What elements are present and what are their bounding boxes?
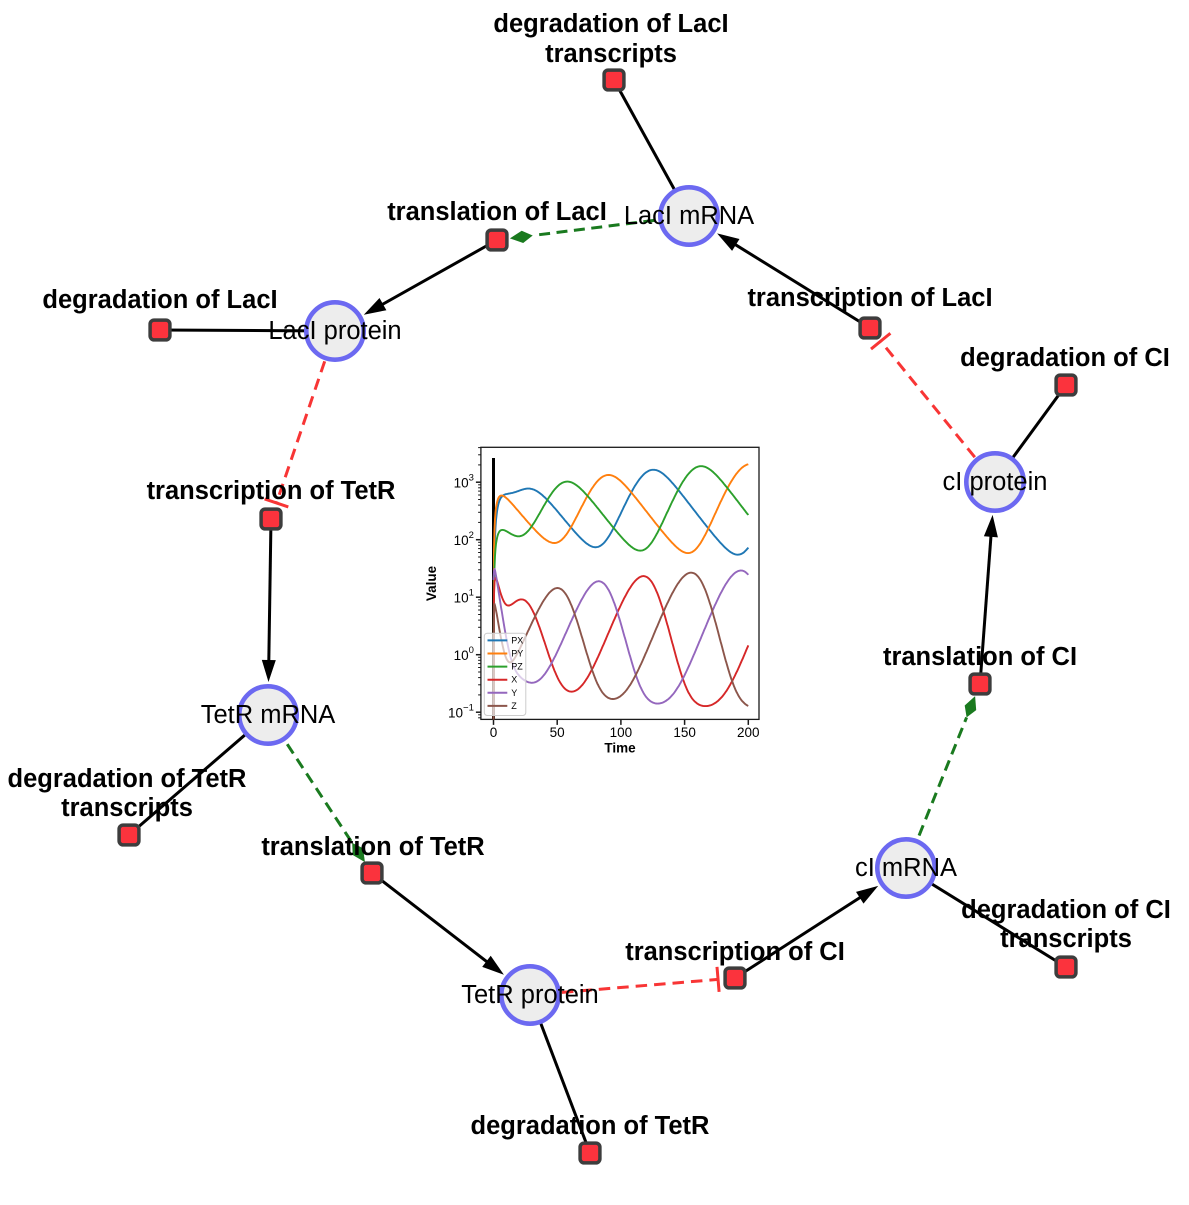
svg-text:Y: Y	[511, 688, 517, 698]
svg-text:LacI protein: LacI protein	[268, 317, 401, 345]
svg-text:TetR protein: TetR protein	[461, 981, 599, 1009]
svg-text:Time: Time	[604, 741, 636, 756]
svg-text:translation of TetR: translation of TetR	[261, 833, 484, 861]
svg-text:cI protein: cI protein	[943, 468, 1048, 496]
svg-text:degradation of TetR: degradation of TetR	[8, 765, 247, 793]
svg-text:transcripts: transcripts	[1000, 925, 1132, 953]
svg-text:transcripts: transcripts	[61, 794, 193, 822]
svg-text:transcription of CI: transcription of CI	[625, 938, 845, 966]
svg-text:Z: Z	[511, 701, 517, 711]
svg-text:degradation of LacI: degradation of LacI	[42, 286, 277, 314]
svg-text:LacI mRNA: LacI mRNA	[624, 202, 754, 230]
svg-text:PZ: PZ	[511, 662, 523, 672]
svg-text:150: 150	[673, 725, 696, 740]
svg-text:degradation of CI: degradation of CI	[960, 344, 1170, 372]
svg-text:PX: PX	[511, 635, 523, 645]
svg-text:transcripts: transcripts	[545, 40, 677, 68]
svg-text:X: X	[511, 675, 517, 685]
svg-text:translation of LacI: translation of LacI	[387, 198, 607, 226]
svg-text:PY: PY	[511, 649, 523, 659]
svg-text:Value: Value	[424, 565, 439, 601]
svg-text:translation of CI: translation of CI	[883, 643, 1077, 671]
svg-text:50: 50	[550, 725, 565, 740]
svg-text:degradation of LacI: degradation of LacI	[493, 10, 728, 38]
svg-text:degradation of CI: degradation of CI	[961, 896, 1171, 924]
svg-text:100: 100	[610, 725, 633, 740]
svg-text:transcription of LacI: transcription of LacI	[747, 284, 992, 312]
svg-text:200: 200	[737, 725, 760, 740]
svg-text:transcription of TetR: transcription of TetR	[147, 477, 396, 505]
svg-text:TetR mRNA: TetR mRNA	[201, 701, 336, 729]
svg-text:degradation of TetR: degradation of TetR	[471, 1112, 710, 1140]
svg-text:0: 0	[490, 725, 498, 740]
svg-text:cI mRNA: cI mRNA	[855, 854, 957, 882]
